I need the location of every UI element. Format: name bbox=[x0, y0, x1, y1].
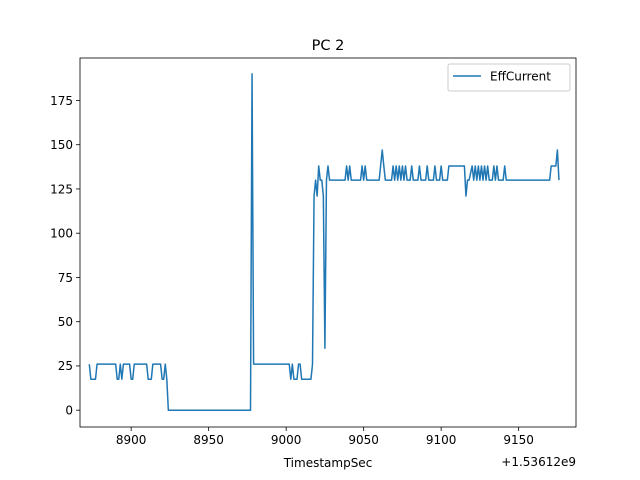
plot-frame bbox=[79, 57, 577, 428]
y-tick-label: 100 bbox=[50, 227, 73, 241]
y-tick-label: 150 bbox=[50, 138, 73, 152]
x-tick-label: 9000 bbox=[271, 433, 302, 447]
legend: EffCurrent bbox=[447, 63, 571, 92]
x-axis-offset-label: +1.53612e9 bbox=[501, 455, 576, 469]
x-axis-ticks: 8900 8950 9000 9050 9100 9150 bbox=[116, 427, 534, 447]
y-tick-label: 50 bbox=[58, 315, 73, 329]
series-layer bbox=[88, 73, 560, 411]
x-tick-label: 9150 bbox=[503, 433, 534, 447]
x-tick-label: 9050 bbox=[348, 433, 379, 447]
chart-title: PC 2 bbox=[312, 38, 345, 54]
y-tick-label: 25 bbox=[58, 359, 73, 373]
y-tick-label: 75 bbox=[58, 271, 73, 285]
plot-area bbox=[79, 57, 577, 428]
series-line-effcurrent bbox=[88, 73, 560, 411]
legend-label-effcurrent: EffCurrent bbox=[490, 70, 551, 84]
x-tick-label: 8950 bbox=[193, 433, 224, 447]
legend-box bbox=[447, 63, 571, 92]
x-tick-label: 8900 bbox=[116, 433, 147, 447]
x-axis-label: TimestampSec bbox=[283, 456, 373, 470]
y-tick-label: 125 bbox=[50, 182, 73, 196]
y-tick-label: 175 bbox=[50, 94, 73, 108]
x-tick-label: 9100 bbox=[426, 433, 457, 447]
y-tick-label: 0 bbox=[65, 403, 73, 417]
y-axis-ticks: 0 25 50 75 100 125 150 175 bbox=[50, 94, 80, 417]
